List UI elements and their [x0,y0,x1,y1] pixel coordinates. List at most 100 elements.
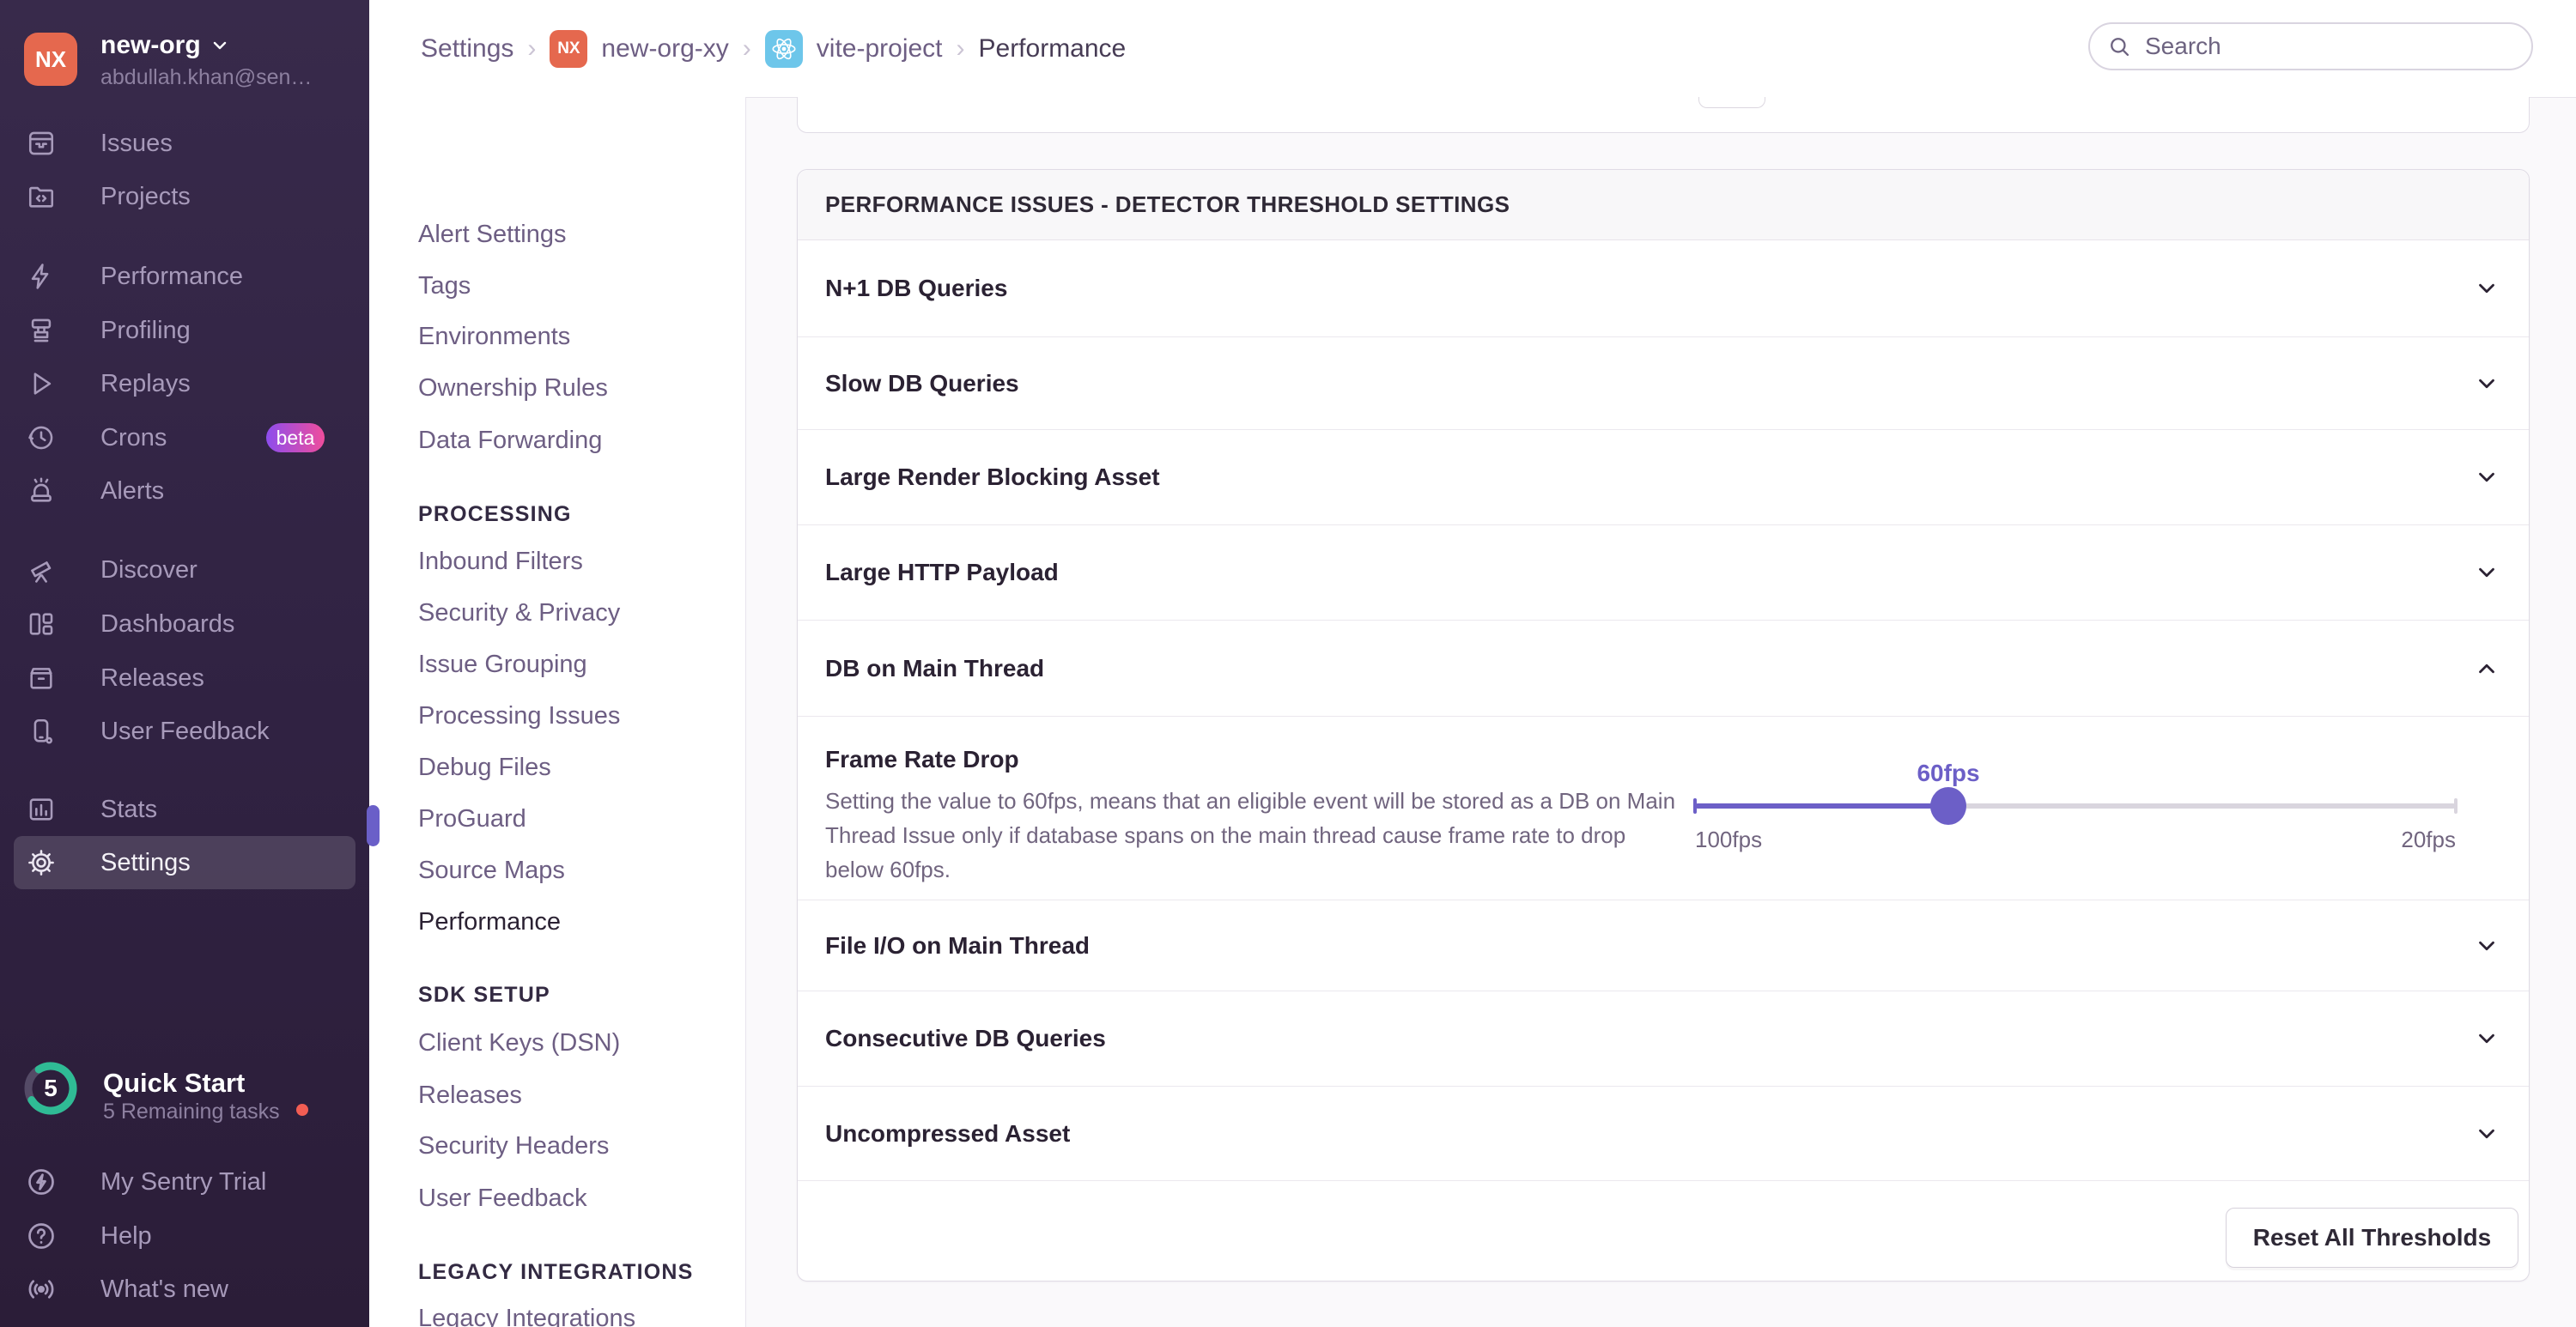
sidebar-item-discover[interactable]: Discover [0,543,369,597]
slider-fill [1695,803,1949,809]
settings-nav-tags[interactable]: Tags [418,272,471,300]
slider-value-label: 60fps [1917,760,1980,786]
row-label: File I/O on Main Thread [825,931,1091,959]
chevron-down-icon [2474,1121,2500,1147]
lightning-icon [26,261,57,292]
settings-nav-legacy-integrations[interactable]: Legacy Integrations [418,1305,636,1327]
help-icon [26,1221,57,1251]
issues-icon [26,128,57,159]
accordion-row-n-plus-one-db-queries[interactable]: N+1 DB Queries [798,240,2529,337]
accordion-row-consecutive-db-queries[interactable]: Consecutive DB Queries [798,991,2529,1087]
settings-nav-proguard[interactable]: ProGuard [418,805,526,833]
sidebar-item-help[interactable]: Help [0,1209,369,1263]
sidebar-item-whats-new[interactable]: What's new [0,1263,369,1316]
quick-start-ring[interactable] [24,1062,77,1115]
sidebar-item-user-feedback[interactable]: User Feedback [0,705,369,758]
quick-start-progress [24,1062,77,1115]
accordion-row-slow-db-queries[interactable]: Slow DB Queries [798,337,2529,430]
settings-nav-user-feedback[interactable]: User Feedback [418,1185,587,1212]
org-avatar[interactable]: NX [24,33,77,86]
profiling-icon [26,315,57,346]
slider-thumb[interactable] [1930,787,1967,825]
breadcrumb-separator: › [742,33,751,63]
archive-icon [26,663,57,694]
sidebar-item-alerts[interactable]: Alerts [0,464,369,518]
react-project-icon [764,29,803,68]
org-switcher[interactable]: new-org [100,31,230,60]
quick-start-title[interactable]: Quick Start [103,1068,246,1098]
accordion-row-db-on-main-thread[interactable]: DB on Main Thread [798,621,2529,717]
sidebar-item-my-sentry-trial[interactable]: My Sentry Trial [0,1155,369,1209]
row-label: Large HTTP Payload [825,559,1059,585]
breadcrumb-org[interactable]: new-org-xy [601,33,729,63]
sidebar-item-profiling[interactable]: Profiling [0,304,369,357]
trial-bolt-icon [26,1166,57,1197]
sidebar-item-label: Replays [100,369,191,397]
chevron-down-icon [2474,933,2500,959]
slider-min-cap [1693,798,1697,814]
sidebar-item-label: Issues [100,129,173,157]
settings-nav-header-processing: PROCESSING [418,502,572,526]
primary-sidebar: NX new-org abdullah.khan@sen… Issues Pro… [0,0,369,1327]
accordion-row-large-http-payload[interactable]: Large HTTP Payload [798,525,2529,621]
sidebar-item-replays[interactable]: Replays [0,357,369,410]
settings-nav-security-privacy[interactable]: Security & Privacy [418,599,621,627]
settings-nav-debug-files[interactable]: Debug Files [418,754,551,781]
row-label: Large Render Blocking Asset [825,464,1160,490]
sidebar-item-performance[interactable]: Performance [0,250,369,303]
search-icon [2111,38,2129,57]
search-input[interactable] [2143,32,2507,61]
active-nav-indicator [367,805,380,846]
setting-description: Setting the value to 60fps, means that a… [825,788,1676,882]
sidebar-item-settings[interactable]: Settings [14,836,355,889]
accordion-row-file-io-on-main-thread[interactable]: File I/O on Main Thread [798,900,2529,991]
chevron-down-icon [213,41,226,50]
sidebar-item-label: Performance [100,262,244,290]
org-badge: NX [550,29,588,68]
sidebar-item-releases[interactable]: Releases [0,651,369,705]
accordion-row-uncompressed-asset[interactable]: Uncompressed Asset [798,1087,2529,1181]
setting-title: Frame Rate Drop [825,746,1019,773]
settings-nav-environments[interactable]: Environments [418,323,571,350]
sidebar-item-label: Crons [100,423,167,451]
chevron-up-icon [2474,656,2500,682]
settings-nav-client-keys[interactable]: Client Keys (DSN) [418,1029,621,1057]
sidebar-item-projects[interactable]: Projects [0,170,369,223]
megaphone-icon [26,716,57,747]
sidebar-item-stats[interactable]: Stats [0,783,369,836]
accordion-row-large-render-blocking-asset[interactable]: Large Render Blocking Asset [798,430,2529,525]
bar-chart-icon [26,794,57,825]
settings-nav-inbound-filters[interactable]: Inbound Filters [418,548,583,575]
sidebar-item-label: Help [100,1221,152,1250]
breadcrumb-settings[interactable]: Settings [421,33,514,63]
breadcrumb-project[interactable]: vite-project [816,33,943,63]
settings-nav-header-legacy: LEGACY INTEGRATIONS [418,1260,694,1284]
reset-all-thresholds-button[interactable]: Reset All Thresholds [2226,1208,2518,1268]
panel-footer: Reset All Thresholds [798,1181,2529,1289]
sidebar-item-label: My Sentry Trial [100,1167,267,1196]
settings-nav-source-maps[interactable]: Source Maps [418,857,565,884]
settings-nav-performance[interactable]: Performance [418,908,562,936]
slider-track[interactable] [1695,803,2456,809]
sidebar-item-dashboards[interactable]: Dashboards [0,597,369,651]
settings-nav-data-forwarding[interactable]: Data Forwarding [418,427,603,454]
breadcrumb: Settings › NX new-org-xy › vite-project … [421,0,1126,97]
sidebar-item-crons[interactable]: Crons [0,411,369,464]
settings-nav-processing-issues[interactable]: Processing Issues [418,702,621,730]
settings-nav-alert-settings[interactable]: Alert Settings [418,221,567,248]
clock-icon [26,422,57,453]
sidebar-item-issues[interactable]: Issues [0,117,369,170]
sidebar-item-label: Projects [100,182,191,210]
settings-nav-issue-grouping[interactable]: Issue Grouping [418,651,587,678]
settings-nav-releases[interactable]: Releases [418,1082,522,1109]
sidebar-item-label: Stats [100,795,158,823]
search-box[interactable] [2088,22,2533,70]
gear-icon [26,847,57,878]
settings-nav-header-sdk-setup: SDK SETUP [418,983,550,1007]
siren-icon [26,476,57,506]
settings-nav: Alert Settings Tags Environments Ownersh… [369,97,746,1327]
settings-nav-ownership-rules[interactable]: Ownership Rules [418,374,608,402]
chevron-down-icon [2474,560,2500,585]
settings-nav-security-headers[interactable]: Security Headers [418,1132,610,1160]
